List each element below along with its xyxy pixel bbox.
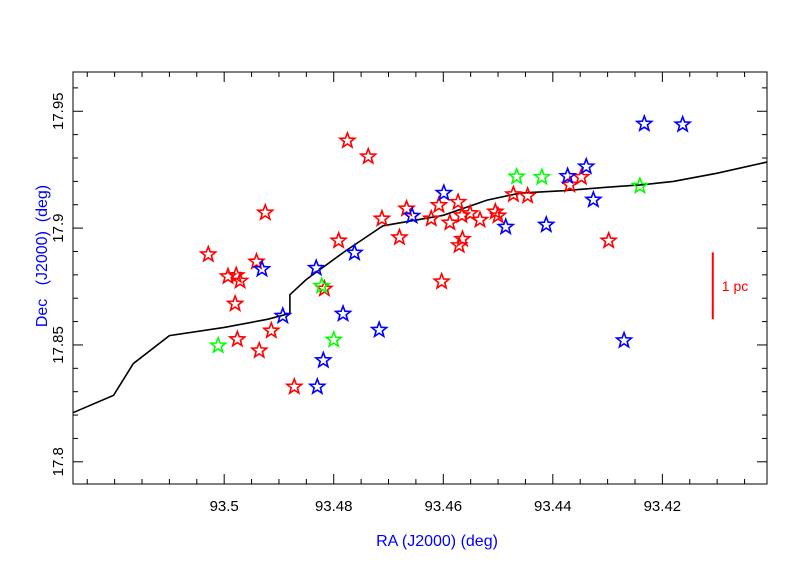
star-point-blue	[307, 376, 327, 395]
star-point-blue	[576, 156, 596, 175]
x-axis-label: RA (J2000) (deg)	[376, 533, 498, 550]
star-point-blue	[496, 216, 516, 236]
y-tick-label: 17.95	[50, 92, 67, 130]
star-point-red	[488, 205, 508, 224]
star-point-red	[218, 266, 238, 285]
star-point-red	[460, 203, 480, 222]
star-point-red	[372, 208, 392, 227]
star-point-blue	[634, 113, 654, 133]
y-tick-label: 17.9	[50, 214, 67, 243]
star-point-blue	[536, 214, 556, 234]
star-point-red	[452, 229, 473, 248]
star-point-red	[421, 208, 441, 227]
star-point-blue	[252, 259, 272, 278]
star-point-red	[470, 209, 490, 229]
star-point-red	[225, 293, 245, 312]
x-tick-label: 93.46	[425, 498, 463, 515]
star-point-red	[249, 340, 269, 359]
star-point-red	[448, 192, 468, 211]
star-point-red	[452, 205, 472, 224]
star-point-red	[432, 271, 452, 290]
y-tick-label: 17.85	[50, 326, 67, 364]
scale-bar-label: 1 pc	[722, 278, 748, 294]
star-point-blue	[614, 330, 634, 349]
x-tick-label: 93.44	[534, 498, 572, 515]
star-point-red	[246, 251, 267, 270]
star-point-red	[227, 329, 247, 348]
star-point-red	[503, 184, 523, 203]
star-point-red	[230, 270, 250, 290]
star-point-red	[261, 320, 281, 339]
star-point-blue	[583, 189, 603, 208]
plot-frame	[72, 71, 768, 485]
star-point-red	[571, 167, 591, 186]
x-tick-label: 93.42	[644, 498, 682, 515]
star-point-red	[599, 230, 619, 249]
star-point-red	[284, 376, 304, 395]
star-point-red	[358, 146, 378, 165]
star-point-red	[329, 230, 349, 249]
star-point-blue	[306, 257, 326, 277]
star-point-red	[255, 202, 275, 221]
y-tick-label: 17.8	[50, 447, 67, 476]
star-point-red	[440, 212, 460, 231]
star-point-green	[507, 166, 527, 185]
star-point-green	[324, 329, 344, 348]
star-point-blue	[333, 303, 353, 323]
plot-marks	[73, 113, 767, 414]
star-point-blue	[369, 319, 389, 339]
star-point-red	[429, 195, 449, 214]
star-point-blue	[344, 242, 365, 262]
star-point-red	[389, 227, 410, 246]
star-point-blue	[273, 305, 293, 325]
star-point-blue	[313, 350, 333, 369]
star-point-red	[337, 130, 358, 149]
star-point-blue	[673, 114, 693, 133]
boundary-line	[73, 161, 767, 414]
star-point-red	[198, 244, 218, 263]
star-point-red	[518, 185, 538, 205]
star-point-green	[630, 175, 650, 195]
x-tick-label: 93.5	[210, 498, 239, 515]
star-point-red	[485, 201, 505, 220]
star-point-blue	[402, 205, 422, 225]
star-point-green	[312, 275, 332, 295]
star-point-green	[208, 335, 228, 354]
x-tick-label: 93.48	[315, 498, 353, 515]
y-axis-label: Dec (J2000) (deg)	[34, 185, 51, 327]
star-point-green	[532, 167, 552, 186]
star-point-blue	[558, 166, 578, 185]
star-point-red	[449, 235, 469, 254]
star-point-blue	[434, 182, 454, 202]
axis-ticks	[73, 72, 767, 484]
